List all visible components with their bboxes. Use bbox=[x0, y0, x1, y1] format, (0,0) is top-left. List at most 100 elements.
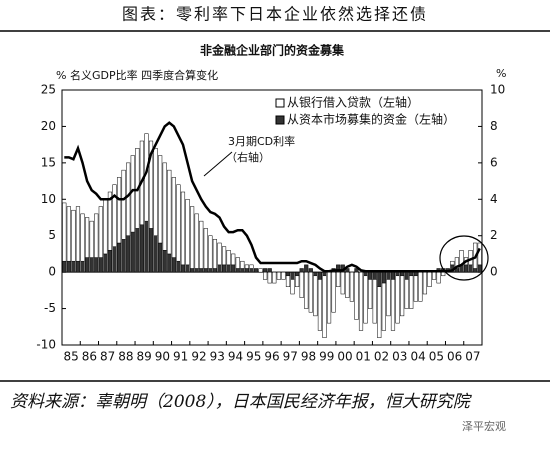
bar bbox=[176, 184, 181, 262]
bar bbox=[148, 140, 154, 229]
y2-axis-label: % bbox=[496, 67, 506, 80]
bar bbox=[180, 264, 186, 273]
bar bbox=[413, 271, 418, 277]
y-axis-label: % 名义GDP比率 四季度合算变化 bbox=[56, 68, 218, 82]
bar bbox=[217, 242, 222, 266]
bar bbox=[281, 271, 286, 280]
bar bbox=[404, 271, 409, 280]
y-tick-label: 20 bbox=[41, 119, 56, 133]
bar bbox=[263, 268, 268, 273]
bar bbox=[103, 253, 108, 273]
bar bbox=[208, 235, 213, 269]
bar bbox=[409, 271, 414, 277]
bar bbox=[258, 268, 263, 273]
y-tick-label: 0 bbox=[48, 265, 56, 279]
legend-label: 从资本市场募集的资金（左轴） bbox=[287, 112, 455, 127]
bar bbox=[158, 155, 163, 244]
chart: 图表：零利率下日本企业依然选择还债 非金融企业部门的资金募集 % 名义GDP比率… bbox=[0, 5, 550, 382]
bar bbox=[98, 206, 103, 258]
bar bbox=[244, 264, 249, 269]
legend-label: 从银行借入贷款（左轴） bbox=[287, 95, 419, 110]
x-tick-label: 86 bbox=[82, 350, 97, 364]
bar bbox=[190, 206, 195, 269]
bar bbox=[171, 257, 176, 273]
bar bbox=[126, 235, 131, 273]
bar bbox=[340, 271, 345, 295]
x-tick-label: 92 bbox=[191, 350, 206, 364]
bar bbox=[418, 271, 423, 302]
bar bbox=[386, 279, 391, 317]
x-tick-label: 90 bbox=[155, 350, 170, 364]
bar bbox=[144, 133, 149, 222]
bar bbox=[235, 257, 240, 269]
bar bbox=[422, 271, 428, 295]
x-tick-label: 02 bbox=[374, 350, 389, 364]
bar bbox=[162, 250, 167, 273]
y-tick-label: 5 bbox=[48, 228, 56, 242]
bar bbox=[80, 260, 85, 273]
bar bbox=[326, 271, 332, 324]
x-tick-label: 07 bbox=[465, 350, 480, 364]
bar bbox=[249, 268, 254, 273]
bar bbox=[336, 271, 341, 287]
bar bbox=[377, 286, 382, 338]
bar bbox=[253, 268, 259, 273]
y-tick-label: 25 bbox=[41, 83, 56, 97]
bar bbox=[121, 239, 126, 273]
bar bbox=[199, 220, 204, 269]
bar bbox=[468, 264, 473, 273]
x-tick-label: 93 bbox=[210, 350, 225, 364]
y2-tick-label: 2 bbox=[490, 228, 498, 242]
bar bbox=[212, 268, 218, 273]
bar bbox=[158, 242, 163, 273]
subtitle: 非金融企业部门的资金募集 bbox=[200, 43, 345, 58]
bar bbox=[290, 271, 295, 280]
bar bbox=[130, 155, 135, 233]
bar bbox=[94, 257, 99, 273]
bar bbox=[217, 264, 222, 273]
annotation-arrow bbox=[203, 151, 233, 177]
bar bbox=[153, 148, 158, 236]
bar bbox=[244, 268, 249, 273]
line bbox=[64, 121, 481, 273]
bar bbox=[85, 217, 90, 258]
bar bbox=[413, 275, 418, 302]
y2-tick-label: 6 bbox=[490, 155, 498, 169]
bar bbox=[226, 250, 231, 266]
plot-frame bbox=[61, 89, 483, 346]
x-tick-label: 99 bbox=[319, 350, 334, 364]
bar bbox=[395, 271, 400, 277]
bar bbox=[107, 250, 113, 273]
bar bbox=[331, 271, 336, 313]
bar bbox=[409, 275, 414, 309]
highlight-circle bbox=[439, 235, 489, 281]
bar bbox=[235, 268, 240, 273]
bar bbox=[290, 279, 295, 295]
source: 资料来源：辜朝明（2008），日本国民经济年报，恒大研究院 bbox=[10, 392, 470, 412]
bar bbox=[212, 239, 218, 269]
annotation: （右轴） bbox=[226, 150, 270, 164]
bar bbox=[295, 271, 300, 277]
bar bbox=[317, 279, 323, 331]
bar bbox=[94, 213, 99, 258]
x-tick-label: 98 bbox=[301, 350, 316, 364]
bar bbox=[107, 191, 113, 251]
bar bbox=[240, 268, 245, 273]
bar bbox=[363, 271, 368, 277]
y-tick-label: 10 bbox=[41, 192, 56, 206]
bar bbox=[272, 271, 277, 284]
x-tick-label: 94 bbox=[228, 350, 243, 364]
bar bbox=[322, 275, 327, 338]
bar bbox=[103, 199, 108, 255]
bar bbox=[390, 271, 396, 280]
y2-tick-label: 4 bbox=[490, 192, 498, 206]
bar bbox=[221, 246, 227, 266]
bar bbox=[386, 271, 391, 280]
bar bbox=[89, 220, 94, 258]
bar bbox=[390, 279, 396, 331]
bar bbox=[98, 257, 103, 273]
bar bbox=[203, 228, 208, 269]
bar bbox=[473, 268, 478, 273]
bar bbox=[299, 268, 304, 273]
bar bbox=[368, 271, 373, 280]
